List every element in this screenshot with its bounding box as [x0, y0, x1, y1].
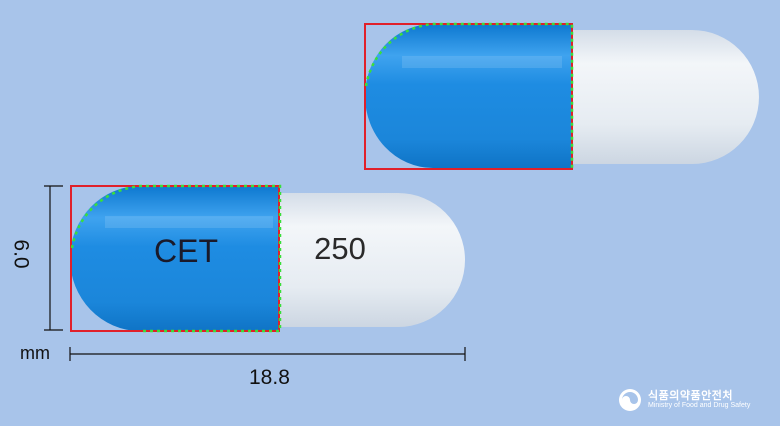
height-measurement-label: 6.0	[9, 239, 33, 269]
capsule-front-imprint-right: 250	[314, 231, 366, 266]
watermark-english-text: Ministry of Food and Drug Safety	[648, 402, 751, 409]
capsule-back	[364, 22, 759, 170]
capsule-front-imprint-left: CET	[154, 233, 218, 269]
capsule-front: CET 250	[70, 184, 465, 333]
capsule-back-cap-blue	[365, 24, 572, 168]
capsule-front-edge-trace	[70, 184, 282, 333]
length-dimension-line	[69, 347, 466, 361]
capsule-front-cap-blue	[70, 186, 280, 331]
capsule-front-highlight	[105, 216, 273, 228]
mfds-emblem-icon	[619, 389, 641, 411]
capsule-back-edge-trace	[364, 22, 574, 168]
unit-label: mm	[20, 343, 50, 363]
height-dimension-line	[44, 185, 63, 331]
capsule-back-highlight	[402, 56, 562, 68]
capsule-front-body-white	[270, 193, 465, 327]
capsule-back-body-white	[560, 30, 759, 164]
mfds-watermark-logo: 식품의약품안전처 Ministry of Food and Drug Safet…	[618, 386, 768, 416]
length-measurement-label: 18.8	[249, 366, 290, 389]
watermark-korean-text: 식품의약품안전처	[648, 390, 733, 402]
